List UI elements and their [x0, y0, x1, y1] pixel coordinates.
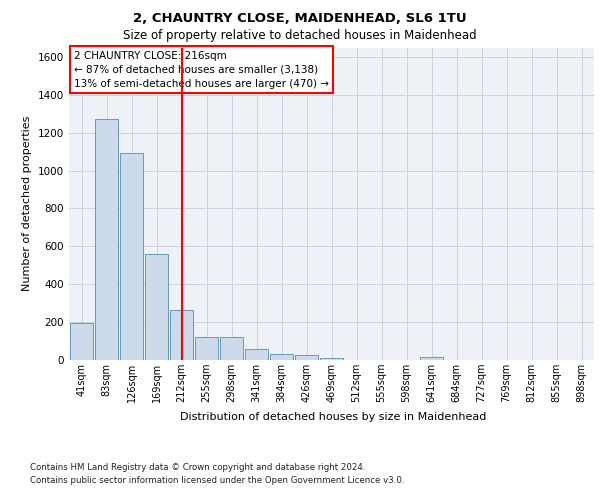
- Bar: [170, 310, 193, 360]
- Bar: [70, 323, 93, 360]
- Bar: [245, 348, 268, 360]
- Bar: [420, 356, 443, 360]
- Text: 2 CHAUNTRY CLOSE: 216sqm
← 87% of detached houses are smaller (3,138)
13% of sem: 2 CHAUNTRY CLOSE: 216sqm ← 87% of detach…: [74, 50, 329, 88]
- Y-axis label: Number of detached properties: Number of detached properties: [22, 116, 32, 292]
- Text: Distribution of detached houses by size in Maidenhead: Distribution of detached houses by size …: [180, 412, 486, 422]
- Text: Contains public sector information licensed under the Open Government Licence v3: Contains public sector information licen…: [30, 476, 404, 485]
- Text: Size of property relative to detached houses in Maidenhead: Size of property relative to detached ho…: [123, 29, 477, 42]
- Text: 2, CHAUNTRY CLOSE, MAIDENHEAD, SL6 1TU: 2, CHAUNTRY CLOSE, MAIDENHEAD, SL6 1TU: [133, 12, 467, 26]
- Text: Contains HM Land Registry data © Crown copyright and database right 2024.: Contains HM Land Registry data © Crown c…: [30, 462, 365, 471]
- Bar: [195, 338, 218, 360]
- Bar: [95, 120, 118, 360]
- Bar: [120, 152, 143, 360]
- Bar: [220, 338, 243, 360]
- Bar: [270, 354, 293, 360]
- Bar: [295, 356, 318, 360]
- Bar: [320, 358, 343, 360]
- Bar: [145, 254, 168, 360]
